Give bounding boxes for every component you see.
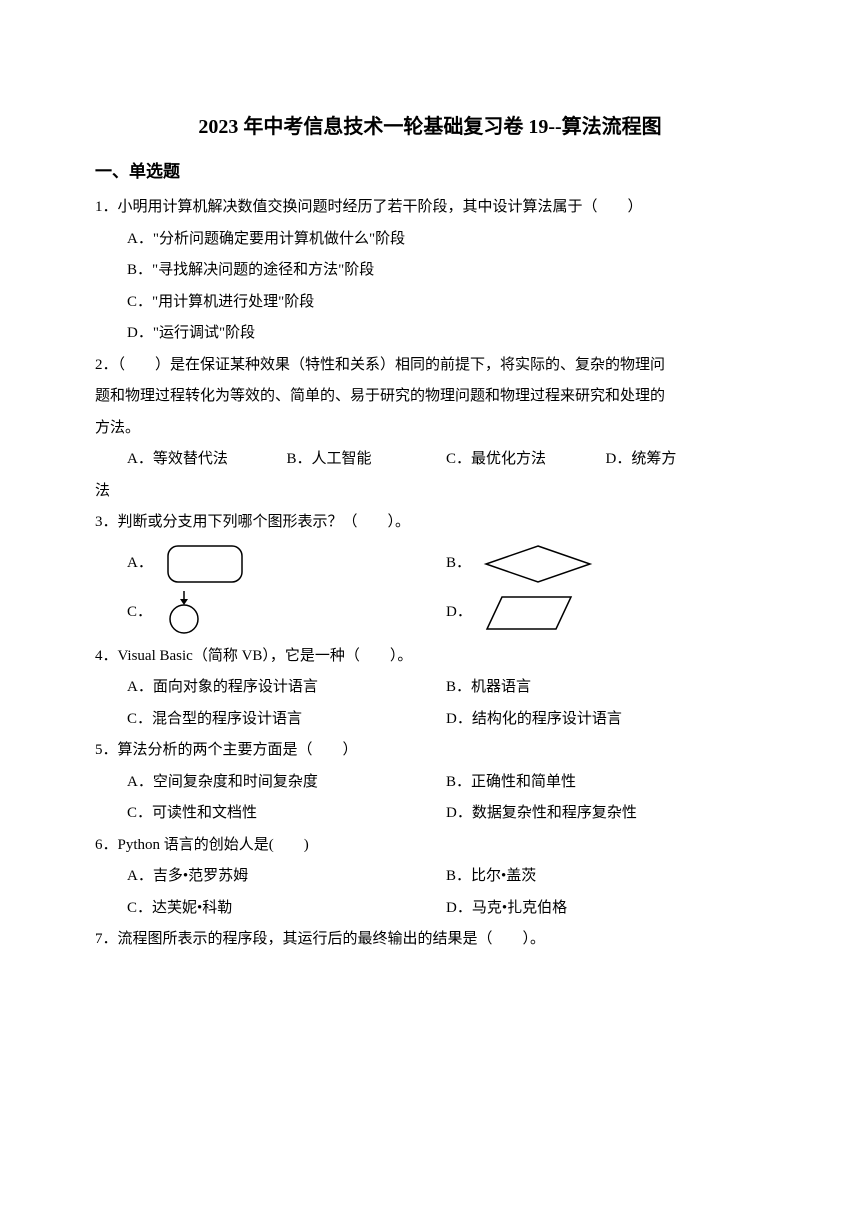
question-6: 6．Python 语言的创始人是( ) A．吉多•范罗苏姆 B．比尔•盖茨 C．… [95,830,765,925]
q2-option-d-cont: 法 [95,476,765,508]
section-header: 一、单选题 [95,157,765,182]
q6-option-b: B．比尔•盖茨 [446,861,765,893]
circle-with-arrow-icon [164,589,204,637]
q4-option-d: D．结构化的程序设计语言 [446,704,765,736]
q3-option-a-label: A． [127,548,153,580]
q2-option-a: A．等效替代法 [127,444,287,476]
question-1: 1．小明用计算机解决数值交换问题时经历了若干阶段，其中设计算法属于（ ） A．"… [95,192,765,350]
parallelogram-icon [484,594,574,632]
q6-text: 6．Python 语言的创始人是( ) [95,830,765,862]
q3-option-d-label: D． [446,597,472,629]
question-5: 5．算法分析的两个主要方面是（ ） A．空间复杂度和时间复杂度 B．正确性和简单… [95,735,765,830]
q6-option-c: C．达芙妮•科勒 [127,893,446,925]
q5-option-b: B．正确性和简单性 [446,767,765,799]
q4-option-c: C．混合型的程序设计语言 [127,704,446,736]
q5-option-d: D．数据复杂性和程序复杂性 [446,798,765,830]
q6-option-d: D．马克•扎克伯格 [446,893,765,925]
q1-text: 1．小明用计算机解决数值交换问题时经历了若干阶段，其中设计算法属于（ ） [95,192,765,224]
q5-option-a: A．空间复杂度和时间复杂度 [127,767,446,799]
q2-option-d: D．统筹方 [606,444,766,476]
q5-option-c: C．可读性和文档性 [127,798,446,830]
q5-text: 5．算法分析的两个主要方面是（ ） [95,735,765,767]
q7-text: 7．流程图所表示的程序段，其运行后的最终输出的结果是（ ）。 [95,924,765,956]
q6-option-a: A．吉多•范罗苏姆 [127,861,446,893]
rounded-rectangle-icon [165,543,245,585]
q1-option-a: A．"分析问题确定要用计算机做什么"阶段 [95,224,765,256]
q2-text-line3: 方法。 [95,413,765,445]
question-3: 3．判断或分支用下列哪个图形表示？（ ）。 A． B． C． D． [95,507,765,637]
q4-option-a: A．面向对象的程序设计语言 [127,672,446,704]
q3-option-b-label: B． [446,548,471,580]
question-4: 4．Visual Basic（简称 VB），它是一种（ ）。 A．面向对象的程序… [95,641,765,736]
q1-option-b: B．"寻找解决问题的途径和方法"阶段 [95,255,765,287]
diamond-icon [483,543,593,585]
q4-text: 4．Visual Basic（简称 VB），它是一种（ ）。 [95,641,765,673]
q1-option-d: D．"运行调试"阶段 [95,318,765,350]
question-7: 7．流程图所表示的程序段，其运行后的最终输出的结果是（ ）。 [95,924,765,956]
q4-option-b: B．机器语言 [446,672,765,704]
q2-option-b: B．人工智能 [287,444,447,476]
q2-text-line1: 2．（ ）是在保证某种效果（特性和关系）相同的前提下，将实际的、复杂的物理问 [95,350,765,382]
document-title: 2023 年中考信息技术一轮基础复习卷 19--算法流程图 [95,110,765,139]
q3-text: 3．判断或分支用下列哪个图形表示？（ ）。 [95,507,765,539]
question-2: 2．（ ）是在保证某种效果（特性和关系）相同的前提下，将实际的、复杂的物理问 题… [95,350,765,508]
q1-option-c: C．"用计算机进行处理"阶段 [95,287,765,319]
q3-option-c-label: C． [127,597,152,629]
q2-text-line2: 题和物理过程转化为等效的、简单的、易于研究的物理问题和物理过程来研究和处理的 [95,381,765,413]
q2-option-c: C．最优化方法 [446,444,606,476]
